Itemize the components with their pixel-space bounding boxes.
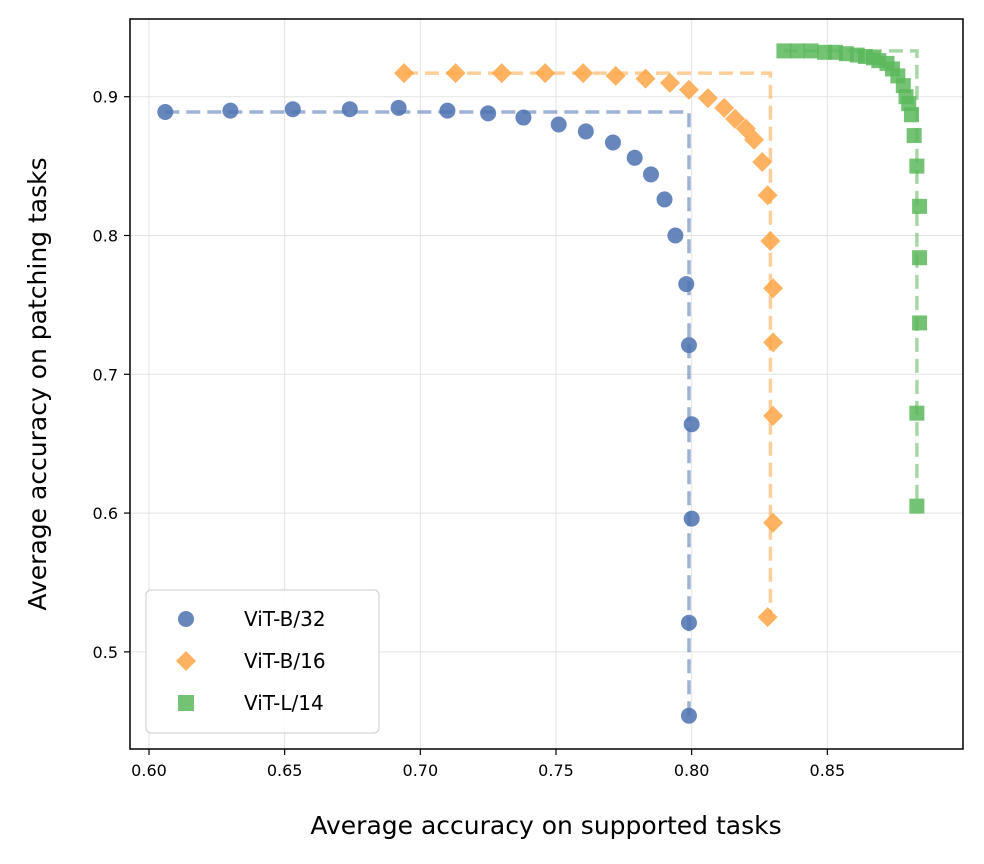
x-tick-label: 0.85 — [810, 761, 846, 780]
point-circle — [642, 166, 659, 183]
legend-label-vit-l14: ViT-L/14 — [244, 691, 324, 715]
x-tick-label: 0.80 — [674, 761, 710, 780]
point-circle — [678, 276, 695, 293]
y-tick-label: 0.6 — [93, 504, 118, 523]
legend: ViT-B/32 ViT-B/16 ViT-L/14 — [145, 589, 380, 734]
ticks-layer: 0.60 0.65 0.70 0.75 0.80 0.85 0.5 0.6 0.7 0.8 0.9 — [93, 88, 846, 780]
point-square — [909, 498, 925, 514]
point-circle — [284, 101, 301, 118]
point-circle — [390, 99, 407, 116]
point-diamond — [757, 607, 778, 628]
point-diamond — [757, 185, 778, 206]
point-square — [776, 43, 792, 59]
point-diamond — [725, 108, 746, 129]
point-diamond — [763, 278, 784, 299]
point-square — [912, 198, 928, 214]
x-tick-label: 0.60 — [131, 761, 167, 780]
point-diamond — [760, 231, 781, 252]
point-diamond — [535, 63, 556, 84]
legend-marker-square — [178, 695, 194, 711]
point-circle — [439, 102, 456, 119]
point-square — [906, 128, 922, 144]
x-tick-label: 0.75 — [538, 761, 574, 780]
point-diamond — [445, 63, 466, 84]
point-circle — [656, 191, 673, 208]
point-diamond — [763, 512, 784, 533]
point-circle — [626, 149, 643, 166]
y-tick-label: 0.9 — [93, 88, 118, 107]
point-square — [909, 405, 925, 421]
point-circle — [680, 337, 697, 354]
legend-marker-diamond — [176, 651, 196, 671]
x-tick-label: 0.70 — [403, 761, 439, 780]
point-diamond — [491, 63, 512, 84]
point-diamond — [714, 97, 735, 118]
point-circle — [222, 102, 239, 119]
point-circle — [683, 510, 700, 527]
point-circle — [341, 101, 358, 118]
points-layer — [157, 43, 928, 724]
legend-marker-circle — [178, 611, 194, 627]
legend-entry-vit-l14: ViT-L/14 — [178, 691, 324, 715]
y-tick-label: 0.7 — [93, 365, 118, 384]
x-axis-label: Average accuracy on supported tasks — [310, 811, 781, 840]
point-circle — [683, 416, 700, 433]
point-diamond — [763, 332, 784, 353]
point-circle — [480, 105, 497, 122]
point-diamond — [394, 63, 415, 84]
frontier-line-series-1 — [404, 71, 773, 618]
y-tick-label: 0.5 — [93, 643, 118, 662]
point-diamond — [752, 151, 773, 172]
point-circle — [680, 707, 697, 724]
legend-label-vit-b16: ViT-B/16 — [244, 649, 326, 673]
point-square — [912, 250, 928, 266]
legend-box — [145, 589, 380, 734]
legend-label-vit-b32: ViT-B/32 — [244, 607, 326, 631]
point-circle — [680, 614, 697, 631]
point-diamond — [573, 63, 594, 84]
point-circle — [577, 123, 594, 140]
plot-frame — [129, 18, 964, 750]
point-circle — [515, 109, 532, 126]
point-square — [803, 43, 819, 59]
point-square — [789, 43, 805, 59]
point-diamond — [744, 129, 765, 150]
x-tick-label: 0.65 — [267, 761, 303, 780]
y-tick-label: 0.8 — [93, 227, 118, 246]
point-circle — [667, 227, 684, 244]
point-diamond — [763, 405, 784, 426]
y-axis-label: Average accuracy on patching tasks — [23, 157, 52, 610]
point-square — [912, 315, 928, 331]
legend-entry-vit-b16: ViT-B/16 — [176, 649, 326, 673]
point-circle — [604, 134, 621, 151]
legend-entry-vit-b32: ViT-B/32 — [178, 607, 326, 631]
point-diamond — [635, 68, 656, 89]
point-circle — [550, 116, 567, 133]
point-square — [909, 158, 925, 174]
point-diamond — [605, 65, 626, 86]
point-square — [903, 107, 919, 123]
point-diamond — [678, 79, 699, 100]
point-diamond — [659, 72, 680, 93]
point-diamond — [697, 88, 718, 109]
point-circle — [157, 103, 174, 120]
